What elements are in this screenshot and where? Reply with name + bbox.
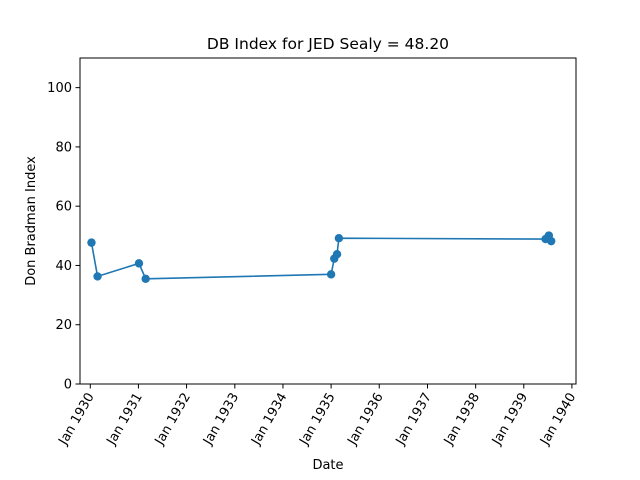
data-point	[93, 272, 102, 281]
data-point	[141, 274, 150, 283]
x-axis-label: Date	[312, 458, 343, 473]
data-point	[334, 233, 344, 243]
plot-frame	[79, 57, 577, 385]
data-point	[326, 270, 336, 279]
y-tick-label: 0	[64, 378, 72, 393]
data-point	[332, 249, 342, 259]
data-point	[547, 236, 556, 246]
y-axis-label: Don Bradman Index	[24, 156, 39, 286]
y-tick-label: 60	[55, 200, 72, 215]
chart-title: DB Index for JED Sealy = 48.20	[207, 35, 449, 53]
data-point	[87, 238, 96, 247]
y-tick-label: 100	[47, 81, 72, 96]
y-tick-label: 40	[55, 259, 72, 274]
y-tick-label: 20	[55, 318, 72, 333]
data-point	[134, 259, 144, 268]
y-tick-label: 80	[55, 140, 72, 155]
